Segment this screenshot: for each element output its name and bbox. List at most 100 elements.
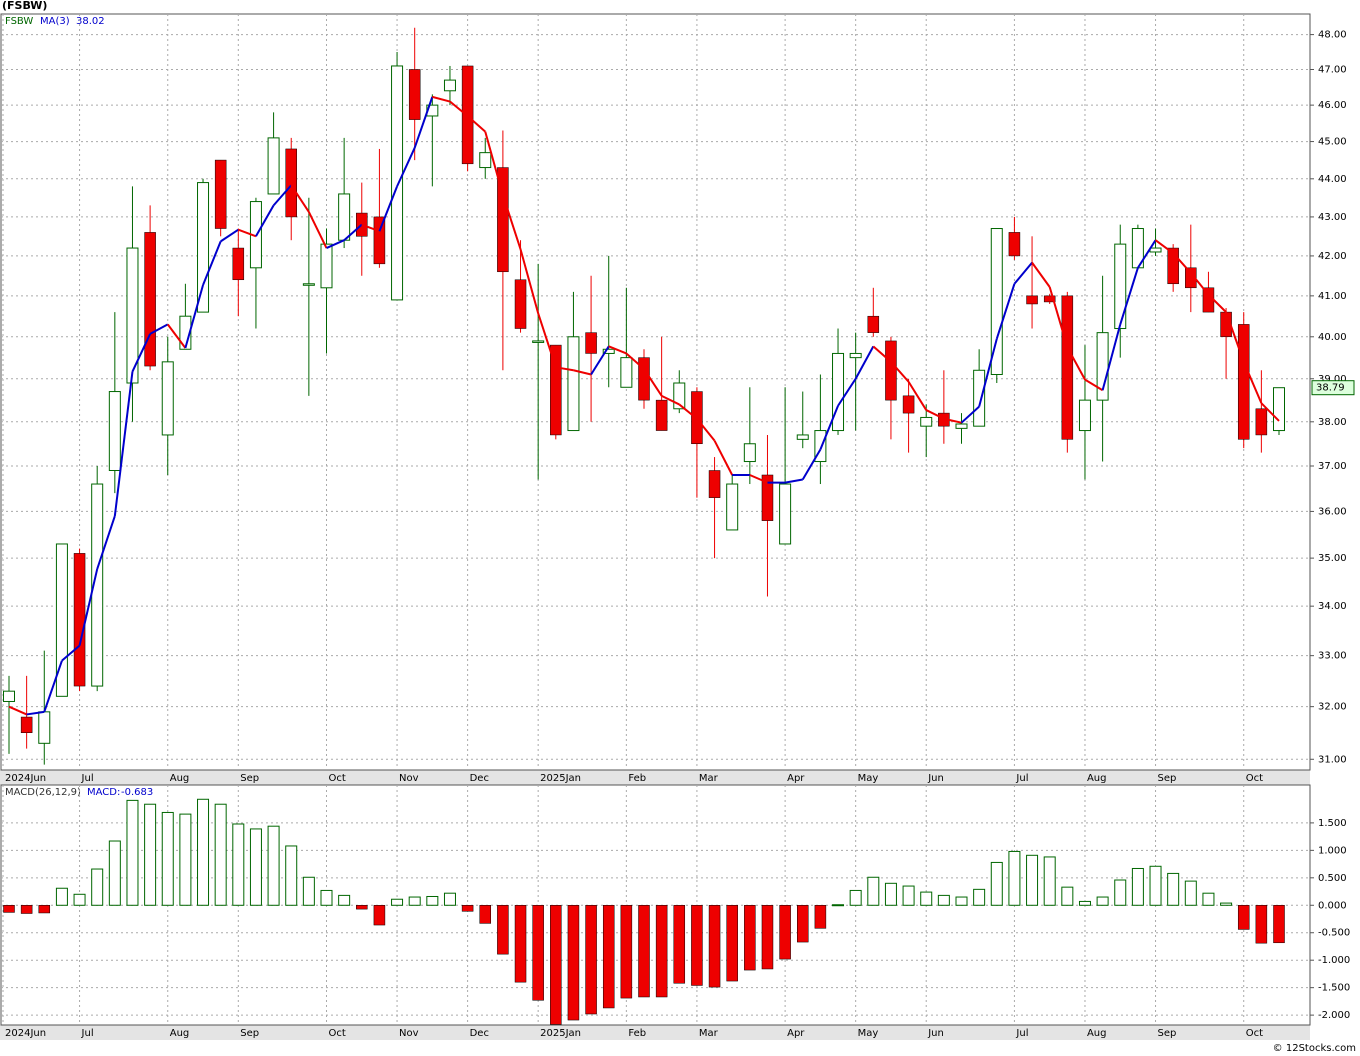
y-tick-label: -1.500 <box>1318 983 1350 994</box>
macd-bar <box>832 904 845 907</box>
x-tick-label: Oct <box>1246 1028 1263 1039</box>
candle-body <box>1043 295 1056 303</box>
x-tick-label: Jun <box>927 773 944 784</box>
x-tick-label: May <box>858 1028 879 1039</box>
candle-body <box>1255 408 1268 436</box>
candle-body <box>761 474 774 521</box>
ma-segment <box>943 417 962 424</box>
ma-segment <box>519 248 540 314</box>
ma-segment <box>343 223 363 241</box>
ma-segment <box>1119 267 1139 325</box>
ma-segment <box>608 345 627 355</box>
macd-bar <box>779 905 791 960</box>
ma-segment <box>501 194 522 250</box>
x-tick-label: Feb <box>628 1028 646 1039</box>
macd-bar <box>973 888 986 906</box>
macd-bar <box>691 905 703 986</box>
ma-segment <box>1242 361 1263 404</box>
ma-segment <box>1101 324 1122 391</box>
candle-body <box>108 391 121 471</box>
candle-body <box>144 232 156 367</box>
macd-bar <box>20 905 33 914</box>
x-tick-label: Mar <box>699 773 719 784</box>
macd-bar <box>1149 865 1162 906</box>
macd-bar <box>108 840 121 906</box>
macd-bar <box>267 825 280 906</box>
macd-bar <box>567 905 580 1021</box>
candle-body <box>1237 324 1250 440</box>
candle-body <box>161 361 174 436</box>
ma-segment <box>484 131 504 196</box>
y-tick-label: 48.00 <box>1318 30 1347 41</box>
candle-body <box>1114 243 1127 330</box>
candle-body <box>708 470 721 498</box>
x-tick-label: Sep <box>240 773 259 784</box>
y-tick-label: 1.500 <box>1318 818 1347 829</box>
candle-body <box>214 159 227 229</box>
ma-segment <box>290 184 310 213</box>
macd-bar <box>479 905 491 924</box>
ma-segment <box>1137 239 1157 269</box>
candle-body <box>1185 267 1197 289</box>
macd-bar <box>302 876 315 906</box>
macd-bar <box>461 905 474 912</box>
candle-body <box>814 430 827 463</box>
ma-segment <box>784 478 803 484</box>
macd-bar <box>38 905 51 914</box>
candle-body <box>973 369 986 427</box>
y-tick-label: 31.00 <box>1318 754 1347 765</box>
ma-segment <box>326 239 345 249</box>
y-tick-label: 33.00 <box>1318 651 1347 662</box>
ma-segment <box>1190 272 1210 296</box>
x-tick-label: Oct <box>1246 773 1263 784</box>
y-tick-label: 39.00 <box>1318 374 1347 385</box>
y-tick-label: 1.000 <box>1318 845 1347 856</box>
macd-bar <box>214 803 227 906</box>
ma-segment <box>26 710 45 716</box>
x-tick-label: Aug <box>170 773 190 784</box>
candle-body <box>585 332 597 354</box>
candle-body <box>408 69 421 120</box>
x-tick-label: Nov <box>399 773 419 784</box>
candle-body <box>197 182 210 313</box>
candle-body <box>514 279 527 329</box>
x-tick-label: Apr <box>787 1028 805 1039</box>
y-tick-label: 46.00 <box>1318 100 1347 111</box>
ma-segment <box>661 394 680 406</box>
macd-bar <box>602 905 615 1009</box>
macd-bar <box>550 905 562 1025</box>
x-tick-label: 2024Jun <box>5 1028 46 1039</box>
candle-body <box>726 483 739 531</box>
ma-segment <box>801 449 822 481</box>
ma-segment <box>890 361 910 383</box>
macd-bar <box>532 905 544 1001</box>
legend-entry: MACD: <box>87 787 120 798</box>
macd-bar <box>144 803 157 906</box>
ma-segment <box>361 223 380 233</box>
ma-segment <box>696 418 716 442</box>
macd-bar <box>797 905 809 943</box>
legend-entry: FSBW <box>5 16 33 27</box>
legend-value: 38.02 <box>76 16 105 27</box>
y-tick-label: 42.00 <box>1318 251 1347 262</box>
candle-body <box>1167 247 1179 285</box>
y-tick-label: -2.000 <box>1318 1010 1350 1021</box>
ma-segment <box>713 440 734 476</box>
x-tick-label: Aug <box>1087 1028 1107 1039</box>
candle-body <box>479 152 492 169</box>
ma-segment <box>1084 378 1104 392</box>
macd-bar <box>1273 905 1285 944</box>
y-tick-label: 37.00 <box>1318 461 1347 472</box>
ma-segment <box>78 568 99 646</box>
macd-bar <box>744 905 756 971</box>
candle-body <box>532 340 545 343</box>
candle-body <box>1078 399 1091 432</box>
macd-bar <box>497 905 509 955</box>
macd-bar <box>3 905 15 913</box>
macd-bar <box>920 891 933 906</box>
macd-bar <box>1078 900 1091 906</box>
macd-bar <box>126 799 139 906</box>
candle-body <box>902 395 915 414</box>
macd-bar <box>955 896 968 906</box>
x-tick-label: 2025Jan <box>540 773 581 784</box>
